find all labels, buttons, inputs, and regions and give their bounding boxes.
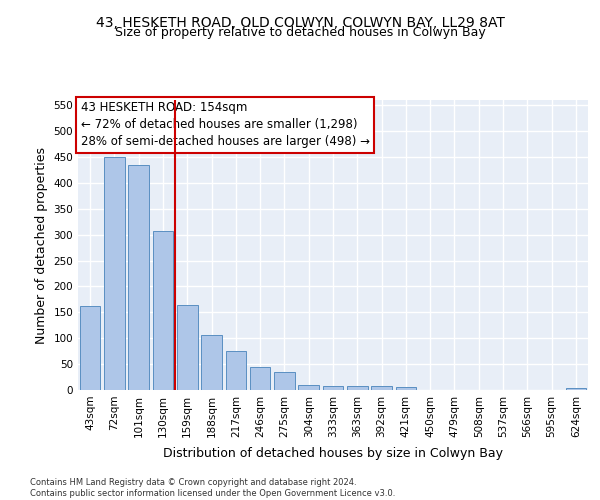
Bar (347, 386, 368, 390)
Bar (566, 388, 586, 390)
Bar (395, 388, 416, 390)
Bar (104, 157, 125, 390)
Bar (250, 367, 271, 390)
Bar (274, 372, 295, 390)
Text: Contains HM Land Registry data © Crown copyright and database right 2024.
Contai: Contains HM Land Registry data © Crown c… (30, 478, 395, 498)
Y-axis label: Number of detached properties: Number of detached properties (35, 146, 48, 344)
Text: Size of property relative to detached houses in Colwyn Bay: Size of property relative to detached ho… (115, 26, 485, 39)
Text: Distribution of detached houses by size in Colwyn Bay: Distribution of detached houses by size … (163, 448, 503, 460)
Bar (371, 386, 392, 390)
Bar (152, 231, 173, 390)
Bar (177, 304, 197, 390)
Text: 43, HESKETH ROAD, OLD COLWYN, COLWYN BAY, LL29 8AT: 43, HESKETH ROAD, OLD COLWYN, COLWYN BAY… (95, 16, 505, 30)
Text: 43 HESKETH ROAD: 154sqm
← 72% of detached houses are smaller (1,298)
28% of semi: 43 HESKETH ROAD: 154sqm ← 72% of detache… (80, 102, 370, 148)
Bar (226, 351, 246, 390)
Bar (323, 386, 343, 390)
Bar (128, 164, 149, 390)
Bar (298, 385, 319, 390)
Bar (80, 306, 100, 390)
Bar (201, 335, 222, 390)
